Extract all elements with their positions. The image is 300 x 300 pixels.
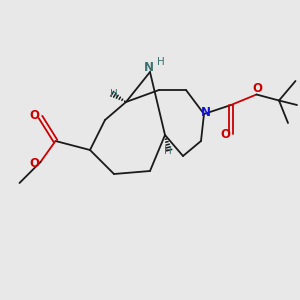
Text: O: O bbox=[253, 82, 263, 95]
Text: N: N bbox=[200, 106, 211, 119]
Text: H: H bbox=[110, 88, 117, 99]
Text: H: H bbox=[164, 146, 172, 156]
Text: N: N bbox=[143, 61, 154, 74]
Text: O: O bbox=[29, 109, 39, 122]
Text: H: H bbox=[157, 57, 164, 68]
Text: O: O bbox=[29, 157, 39, 170]
Text: O: O bbox=[220, 128, 231, 142]
